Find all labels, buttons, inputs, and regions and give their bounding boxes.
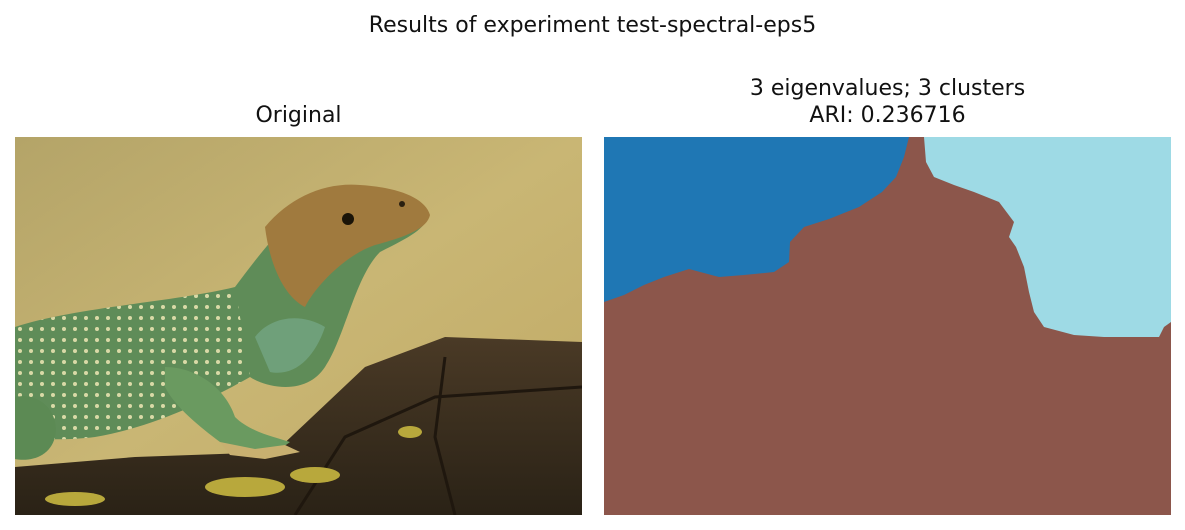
segmentation-map bbox=[604, 137, 1171, 515]
cluster-lightblue-region bbox=[924, 137, 1171, 337]
original-panel-title: Original bbox=[255, 103, 342, 128]
log bbox=[15, 337, 582, 515]
lizard-front-leg bbox=[165, 367, 290, 452]
lizard-photo bbox=[15, 137, 582, 515]
segmentation-title-line2: ARI: 0.236716 bbox=[809, 103, 966, 128]
segmentation-panel-title: 3 eigenvalues; 3 clusters ARI: 0.236716 bbox=[604, 75, 1171, 129]
segmentation-title-line1: 3 eigenvalues; 3 clusters bbox=[749, 76, 1026, 101]
figure-suptitle: Results of experiment test-spectral-eps5 bbox=[368, 13, 817, 38]
original-image bbox=[15, 137, 582, 515]
cluster-blue-region bbox=[604, 137, 909, 302]
lichen bbox=[45, 426, 422, 506]
segmentation-svg bbox=[604, 137, 1171, 515]
lizard-head bbox=[265, 184, 430, 307]
lizard-eye bbox=[342, 213, 354, 225]
